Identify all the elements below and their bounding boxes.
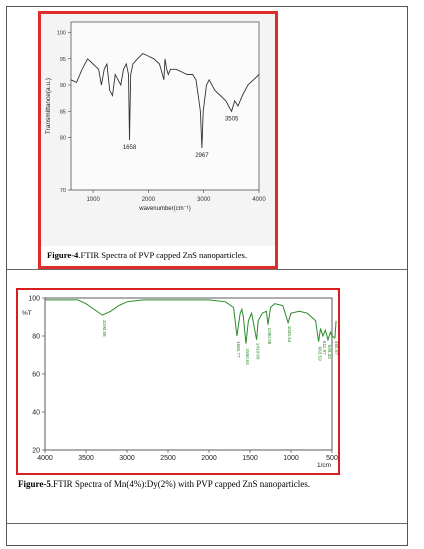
y-tick-label: 60 (32, 372, 40, 379)
x-axis-label: wavenumber(cm⁻¹) (138, 206, 191, 212)
y-tick-label: 100 (57, 31, 66, 37)
x-tick-label: 2000 (201, 455, 217, 462)
figure-5-label: Figure-5 (18, 479, 51, 489)
x-tick-label: 500 (326, 455, 338, 462)
x-tick-label: 1000 (86, 197, 100, 203)
x-tick-label: 2000 (142, 197, 156, 203)
y-tick-label: 85 (60, 109, 66, 115)
x-axis-label: 1/cm (317, 462, 331, 469)
figure-4-chart: 1000 2000 3000 4000 70 80 85 90 95 100 1658 2967 350… (41, 14, 275, 246)
figure-4-caption-text: .FTIR Spectra of PVP capped ZnS nanopart… (78, 250, 248, 260)
x-tick-label: 1500 (242, 455, 258, 462)
x-tick-label: 3000 (197, 197, 211, 203)
peak-label: 3290.58 (102, 320, 107, 337)
spectrum-line (45, 299, 337, 344)
peak-label: 465.57 (334, 341, 338, 355)
y-tick-label: 70 (60, 188, 66, 194)
figure-5: 4000 3500 3000 2500 2000 1500 1000 500 20 40 60 80 1… (16, 288, 340, 475)
spectrum-line (70, 52, 260, 149)
y-tick-label: 40 (32, 410, 40, 417)
x-tick-label: 1000 (283, 455, 299, 462)
peak-label: 1550.61 (245, 349, 250, 366)
x-tick-label: 2500 (160, 455, 176, 462)
figure-5-caption: Figure-5.FTIR Spectra of Mn(4%):Dy(2%) w… (18, 477, 330, 492)
y-tick-label: 80 (32, 334, 40, 341)
peak-label: 611.97 (322, 341, 327, 355)
y-tick-label: 95 (60, 57, 66, 63)
plot-area (70, 21, 260, 191)
peak-annotation: 2967 (195, 153, 209, 159)
figure-5-chart: 4000 3500 3000 2500 2000 1500 1000 500 20 40 60 80 1… (22, 296, 339, 470)
y-tick-label: 100 (28, 296, 40, 303)
row-divider (7, 523, 407, 524)
figure-4-caption: Figure-4.FTIR Spectra of PVP capped ZnS … (47, 250, 247, 260)
row-divider (7, 269, 407, 270)
page-frame: 1000 2000 3000 4000 70 80 85 90 95 100 1658 2967 350… (6, 6, 408, 546)
peak-label: 1035.54 (287, 326, 292, 343)
figure-5-caption-text: .FTIR Spectra of Mn(4%):Dy(2%) with PVP … (50, 479, 310, 489)
peak-label: 663.59 (318, 347, 323, 361)
y-axis-label: Transmittance(a.u.) (45, 78, 52, 134)
peak-annotation: 3505 (225, 116, 239, 122)
y-axis-label: %T (22, 310, 32, 317)
figure-4: 1000 2000 3000 4000 70 80 85 90 95 100 1658 2967 350… (38, 11, 278, 269)
x-tick-label: 3000 (119, 455, 135, 462)
x-tick-label: 4000 (252, 197, 266, 203)
peak-label: 1660.77 (236, 341, 241, 358)
y-tick-label: 20 (32, 448, 40, 455)
figure-4-label: Figure-4 (47, 250, 79, 260)
peak-label: 1280.08 (267, 328, 272, 345)
x-tick-label: 4000 (37, 455, 53, 462)
peak-label: 1419.89 (256, 343, 261, 360)
x-tick-label: 3500 (78, 455, 94, 462)
peak-annotation: 1658 (123, 145, 137, 151)
y-tick-label: 90 (60, 83, 66, 89)
plot-area (44, 297, 333, 451)
peak-label: 549.33 (327, 345, 332, 359)
y-tick-label: 80 (60, 136, 66, 142)
